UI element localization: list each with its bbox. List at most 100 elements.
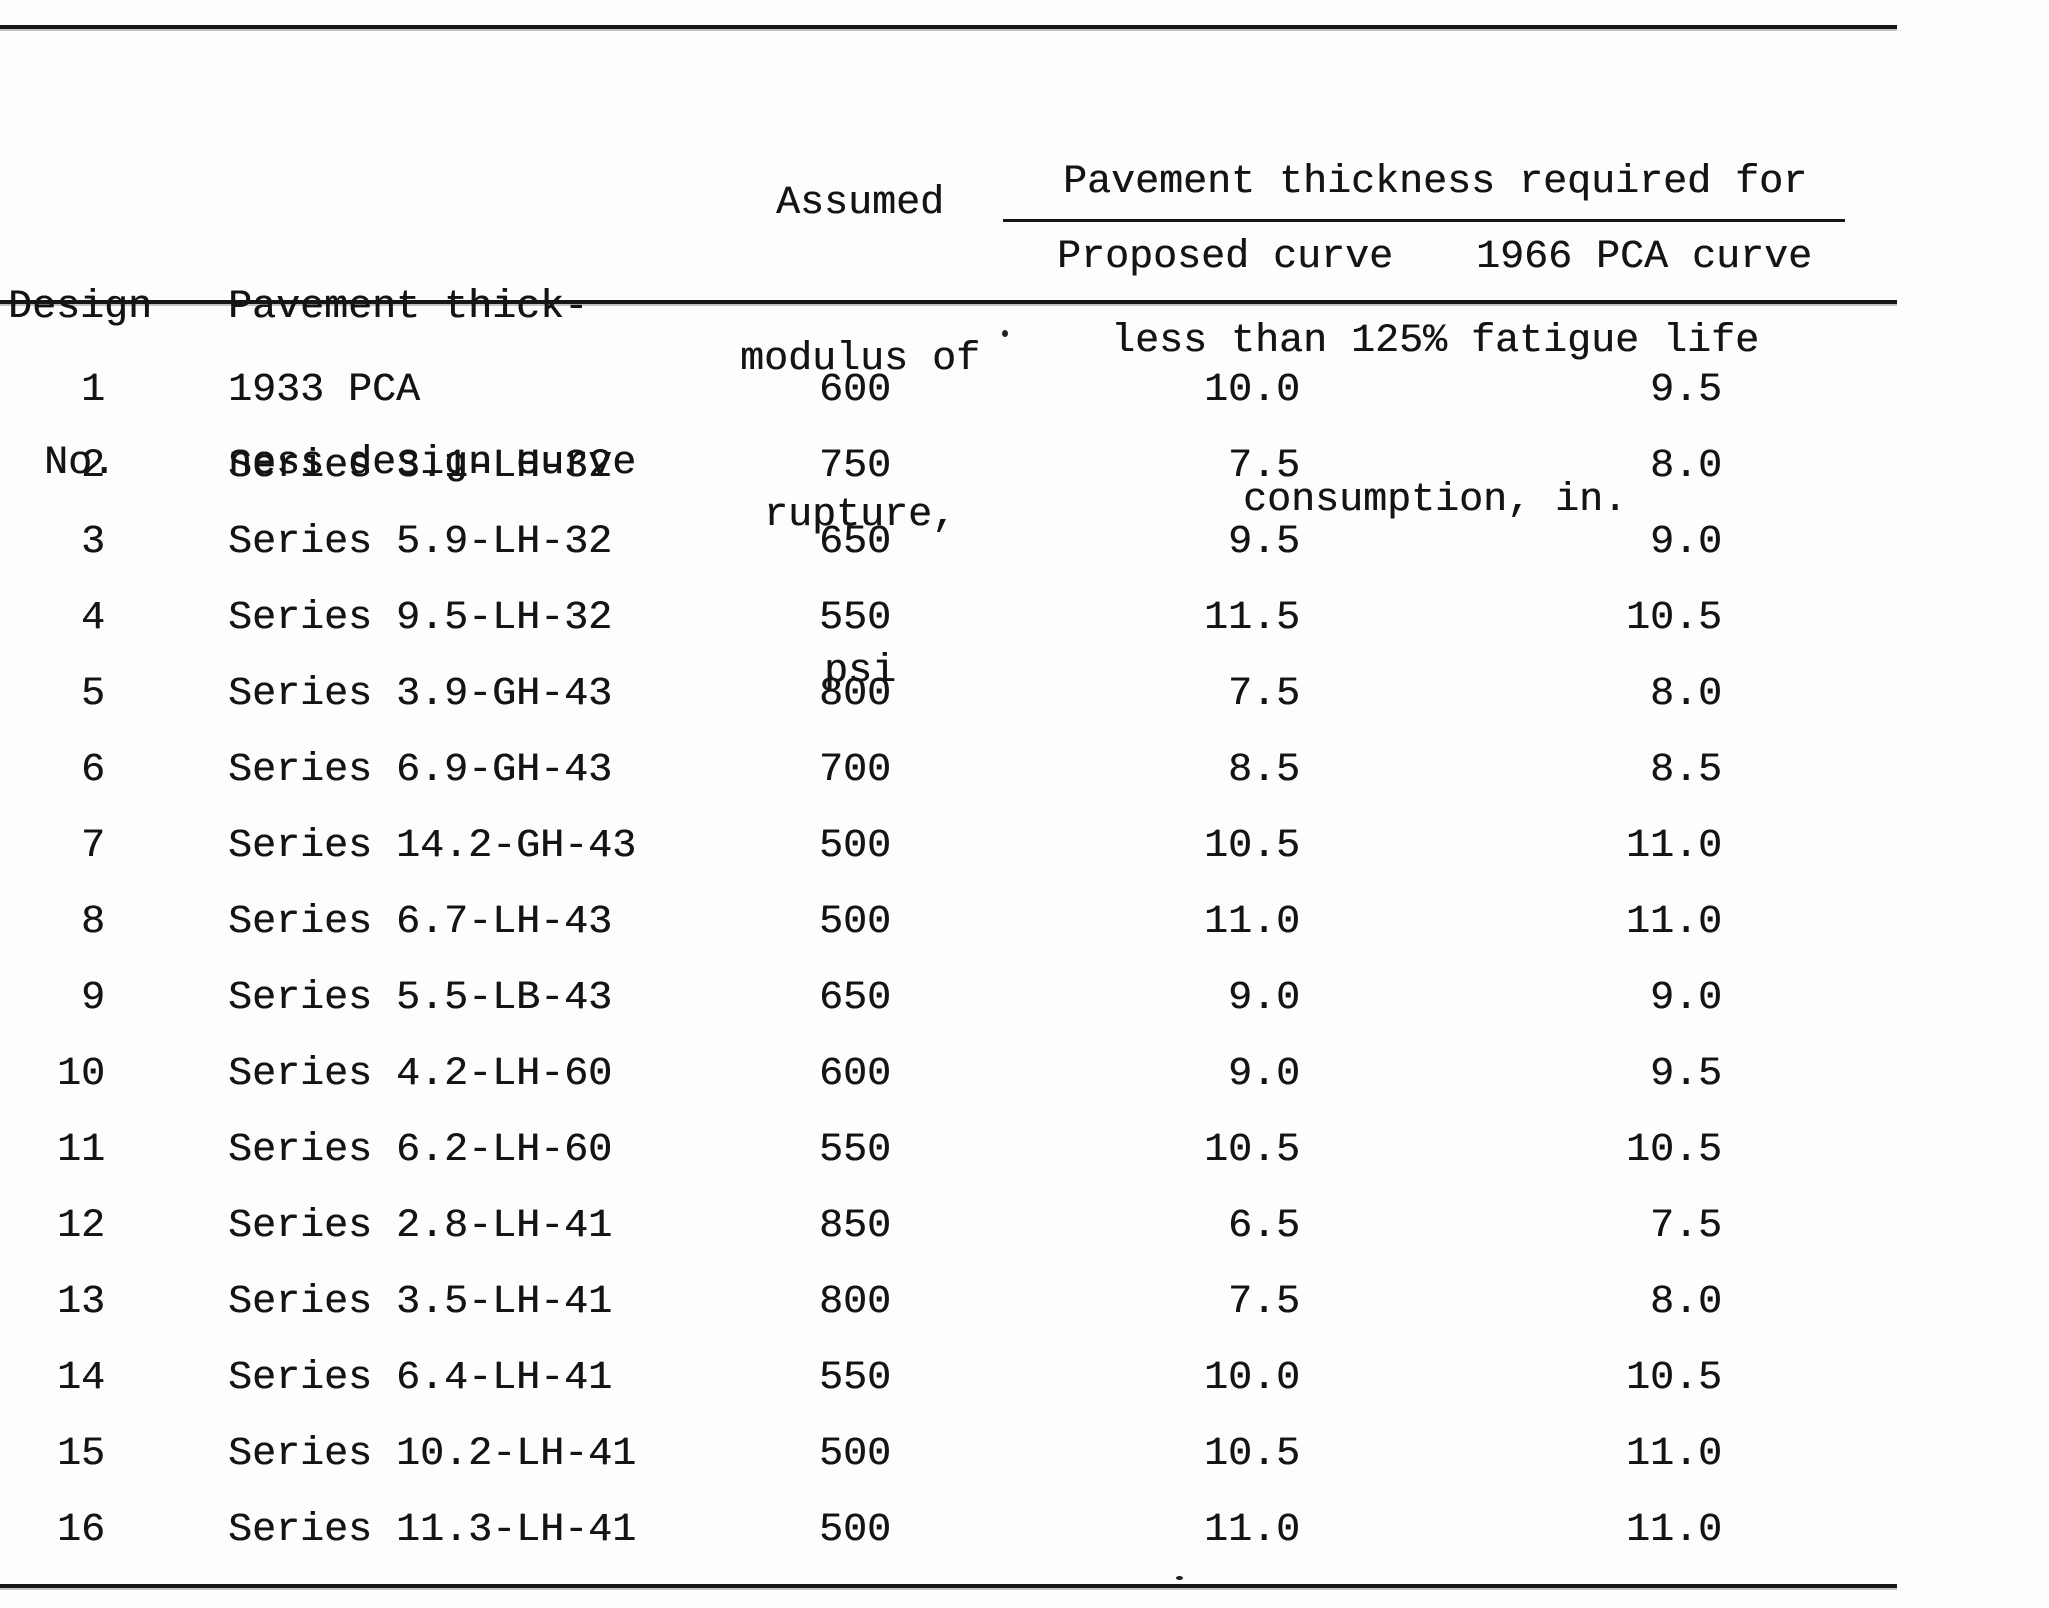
cell-1966-pca-curve: 9.5	[1649, 1051, 1722, 1097]
table-row: 8 Series 6.7-LH-43 500 11.0 11.0	[0, 884, 2049, 960]
cell-proposed-curve: 10.5	[1203, 1127, 1300, 1173]
cell-proposed-curve: 10.0	[1203, 1355, 1300, 1401]
cell-design-curve: Series 6.4-LH-41	[228, 1355, 613, 1401]
cell-design-no: 7	[80, 823, 105, 869]
cell-modulus: 600	[818, 367, 891, 413]
cell-design-no: 11	[56, 1127, 105, 1173]
cell-1966-pca-curve: 9.5	[1649, 367, 1722, 413]
cell-design-no: 12	[56, 1203, 105, 1249]
table-row: 10 Series 4.2-LH-60 600 9.0 9.5	[0, 1036, 2049, 1112]
cell-design-no: 6	[80, 747, 105, 793]
cell-1966-pca-curve: 9.0	[1649, 975, 1722, 1021]
table-row: 11 Series 6.2-LH-60 550 10.5 10.5	[0, 1112, 2049, 1188]
cell-1966-pca-curve: 11.0	[1625, 1431, 1722, 1477]
table-body: 1 1933 PCA 600 10.0 9.5 2 Series 3.1-LH-…	[0, 352, 2049, 1568]
scan-speck	[1002, 330, 1008, 337]
table-bottom-rule	[0, 1584, 1897, 1588]
cell-design-curve: Series 4.2-LH-60	[228, 1051, 613, 1097]
cell-proposed-curve: 10.5	[1203, 1431, 1300, 1477]
cell-design-curve: Series 2.8-LH-41	[228, 1203, 613, 1249]
cell-modulus: 700	[818, 747, 891, 793]
column-header-design-no: Design No.	[0, 178, 160, 594]
header-line: ness design curve	[228, 441, 637, 486]
cell-1966-pca-curve: 11.0	[1625, 823, 1722, 869]
cell-1966-pca-curve: 9.0	[1649, 519, 1722, 565]
table-top-rule	[0, 25, 1897, 29]
cell-design-curve: Series 6.9-GH-43	[228, 747, 613, 793]
cell-proposed-curve: 7.5	[1227, 443, 1300, 489]
cell-1966-pca-curve: 10.5	[1625, 1127, 1722, 1173]
cell-proposed-curve: 10.0	[1203, 367, 1300, 413]
table-row: 1 1933 PCA 600 10.0 9.5	[0, 352, 2049, 428]
cell-design-curve: Series 5.5-LB-43	[228, 975, 613, 1021]
column-header-thickness-required-span: Pavement thickness required for less tha…	[1015, 50, 1855, 633]
cell-proposed-curve: 11.0	[1203, 899, 1300, 945]
cell-modulus: 800	[818, 1279, 891, 1325]
cell-design-no: 4	[80, 595, 105, 641]
table-row: 13 Series 3.5-LH-41 800 7.5 8.0	[0, 1264, 2049, 1340]
span-header-underline-rule	[1003, 219, 1845, 222]
cell-1966-pca-curve: 10.5	[1625, 1355, 1722, 1401]
cell-design-curve: Series 5.9-LH-32	[228, 519, 613, 565]
cell-1966-pca-curve: 8.0	[1649, 671, 1722, 717]
cell-1966-pca-curve: 7.5	[1649, 1203, 1722, 1249]
header-line: psi	[823, 649, 896, 694]
cell-design-curve: Series 3.5-LH-41	[228, 1279, 613, 1325]
cell-proposed-curve: 7.5	[1227, 1279, 1300, 1325]
cell-proposed-curve: 7.5	[1227, 671, 1300, 717]
cell-modulus: 750	[818, 443, 891, 489]
cell-design-no: 5	[80, 671, 105, 717]
cell-modulus: 650	[818, 519, 891, 565]
cell-1966-pca-curve: 10.5	[1625, 595, 1722, 641]
cell-design-curve: Series 3.1-LH-32	[228, 443, 613, 489]
header-line: Pavement thickness required for	[1062, 160, 1808, 205]
cell-modulus: 500	[818, 899, 891, 945]
table-row: 16 Series 11.3-LH-41 500 11.0 11.0	[0, 1492, 2049, 1568]
cell-proposed-curve: 6.5	[1227, 1203, 1300, 1249]
cell-modulus: 500	[818, 1507, 891, 1553]
cell-design-no: 13	[56, 1279, 105, 1325]
table-row: 15 Series 10.2-LH-41 500 10.5 11.0	[0, 1416, 2049, 1492]
header-line: modulus of	[739, 337, 981, 382]
cell-modulus: 800	[818, 671, 891, 717]
scan-speck	[1176, 1576, 1183, 1580]
cell-design-curve: Series 6.7-LH-43	[228, 899, 613, 945]
header-line: No.	[43, 441, 116, 486]
cell-design-curve: Series 11.3-LH-41	[228, 1507, 637, 1553]
table-row: 3 Series 5.9-LH-32 650 9.5 9.0	[0, 504, 2049, 580]
header-line: less than 125% fatigue life	[1110, 319, 1760, 364]
cell-design-curve: 1933 PCA	[228, 367, 421, 413]
cell-modulus: 600	[818, 1051, 891, 1097]
cell-1966-pca-curve: 8.5	[1649, 747, 1722, 793]
cell-1966-pca-curve: 11.0	[1625, 1507, 1722, 1553]
table-row: 7 Series 14.2-GH-43 500 10.5 11.0	[0, 808, 2049, 884]
header-line: Pavement thick-	[228, 285, 589, 330]
header-bottom-rule	[0, 300, 1897, 304]
cell-proposed-curve: 11.0	[1203, 1507, 1300, 1553]
cell-design-no: 1	[80, 367, 105, 413]
header-line: rupture,	[763, 493, 957, 538]
cell-design-curve: Series 9.5-LH-32	[228, 595, 613, 641]
table-row: 12 Series 2.8-LH-41 850 6.5 7.5	[0, 1188, 2049, 1264]
cell-design-no: 15	[56, 1431, 105, 1477]
cell-proposed-curve: 9.0	[1227, 1051, 1300, 1097]
header-line: consumption, in.	[1242, 478, 1628, 523]
subcolumn-header-proposed-curve: Proposed curve	[1056, 235, 1394, 280]
cell-modulus: 500	[818, 1431, 891, 1477]
cell-proposed-curve: 8.5	[1227, 747, 1300, 793]
cell-modulus: 550	[818, 595, 891, 641]
cell-design-no: 10	[56, 1051, 105, 1097]
cell-design-curve: Series 14.2-GH-43	[228, 823, 637, 869]
cell-proposed-curve: 11.5	[1203, 595, 1300, 641]
cell-design-no: 8	[80, 899, 105, 945]
cell-modulus: 550	[818, 1355, 891, 1401]
cell-proposed-curve: 10.5	[1203, 823, 1300, 869]
header-line: Assumed	[775, 181, 945, 226]
cell-modulus: 650	[818, 975, 891, 1021]
header-line: Design	[7, 285, 153, 330]
cell-proposed-curve: 9.0	[1227, 975, 1300, 1021]
cell-1966-pca-curve: 8.0	[1649, 443, 1722, 489]
cell-1966-pca-curve: 8.0	[1649, 1279, 1722, 1325]
cell-design-no: 9	[80, 975, 105, 1021]
